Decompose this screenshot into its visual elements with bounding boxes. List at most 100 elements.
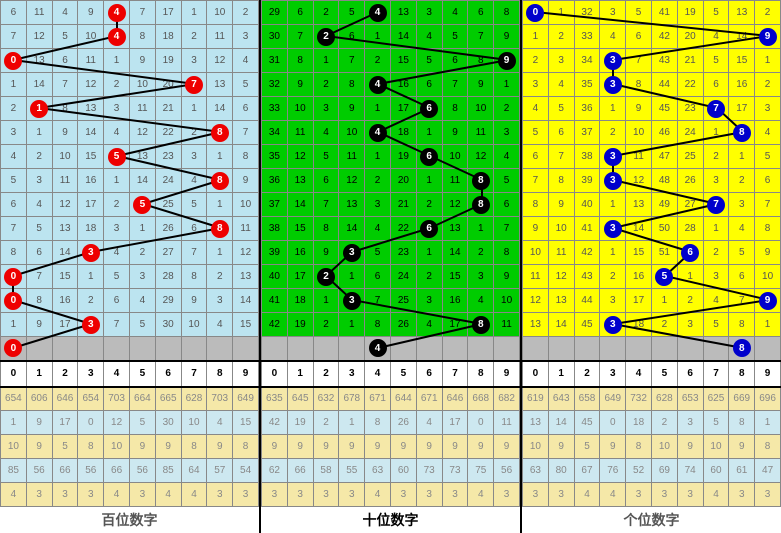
cell: 2 — [365, 169, 391, 193]
stat-cell: 4 — [207, 411, 233, 435]
cell: 24 — [390, 265, 416, 289]
stat-cell: 703 — [104, 387, 130, 411]
stat-cell: 646 — [442, 387, 468, 411]
cell — [523, 337, 549, 361]
cell: 6 — [1, 193, 27, 217]
cell: 40 — [262, 265, 288, 289]
cell: 5 — [729, 241, 755, 265]
cell: 3 — [78, 241, 104, 265]
cell: 2 — [313, 1, 339, 25]
cell: 3 — [600, 169, 626, 193]
cell: 6 — [339, 25, 365, 49]
cell: 0 — [1, 337, 27, 361]
cell — [181, 337, 207, 361]
cell: 2 — [468, 241, 494, 265]
cell: 12 — [287, 145, 313, 169]
cell: 34 — [574, 49, 600, 73]
cell: 5 — [52, 25, 78, 49]
cell — [442, 337, 468, 361]
cell: 19 — [155, 49, 181, 73]
cell: 3 — [600, 313, 626, 337]
cell: 8 — [1, 241, 27, 265]
cell: 3 — [416, 289, 442, 313]
cell: 15 — [78, 145, 104, 169]
ball-marker: 6 — [420, 148, 438, 166]
stat-cell: 60 — [703, 459, 729, 483]
cell: 9 — [52, 121, 78, 145]
cell: 5 — [703, 49, 729, 73]
cell: 3 — [548, 49, 574, 73]
cell: 29 — [155, 289, 181, 313]
stat-cell: 60 — [390, 459, 416, 483]
cell: 6 — [313, 169, 339, 193]
cell: 7 — [365, 289, 391, 313]
stat-cell: 9 — [468, 435, 494, 459]
cell: 12 — [339, 169, 365, 193]
cell: 5 — [313, 145, 339, 169]
cell: 1 — [78, 265, 104, 289]
cell: 9 — [339, 97, 365, 121]
stat-cell: 74 — [677, 459, 703, 483]
stat-cell: 654 — [78, 387, 104, 411]
cell — [677, 337, 703, 361]
cell: 13 — [523, 313, 549, 337]
cell: 2 — [104, 193, 130, 217]
cell: 2 — [755, 73, 781, 97]
cell: 1 — [365, 97, 391, 121]
cell: 16 — [52, 289, 78, 313]
header-cell: 0 — [1, 361, 27, 387]
ball-marker: 3 — [604, 76, 622, 94]
cell: 4 — [703, 289, 729, 313]
cell: 6 — [365, 265, 391, 289]
cell: 3 — [600, 289, 626, 313]
cell — [287, 337, 313, 361]
ball-marker: 5 — [108, 148, 126, 166]
cell: 12 — [207, 49, 233, 73]
stat-cell: 3 — [390, 483, 416, 507]
cell: 18 — [155, 25, 181, 49]
cell: 2 — [207, 265, 233, 289]
stat-cell: 9 — [442, 435, 468, 459]
cell: 8 — [548, 169, 574, 193]
cell: 28 — [677, 217, 703, 241]
cell: 19 — [390, 145, 416, 169]
stat-cell: 3 — [755, 483, 781, 507]
stat-cell: 9 — [339, 435, 365, 459]
stat-cell: 3 — [26, 483, 52, 507]
stat-cell: 649 — [233, 387, 259, 411]
ball-marker: 0 — [4, 292, 22, 310]
cell: 6 — [755, 169, 781, 193]
stat-cell: 26 — [390, 411, 416, 435]
stat-cell: 5 — [703, 411, 729, 435]
stat-cell: 3 — [523, 483, 549, 507]
stat-cell: 628 — [651, 387, 677, 411]
cell: 7 — [339, 49, 365, 73]
panel: 2962541334683072611445793181721556893292… — [261, 0, 522, 533]
stat-cell: 42 — [262, 411, 288, 435]
cell: 7 — [104, 313, 130, 337]
header-cell: 0 — [523, 361, 549, 387]
ball-marker: 4 — [369, 339, 387, 357]
stat-cell: 669 — [729, 387, 755, 411]
cell: 1 — [181, 97, 207, 121]
cell: 13 — [78, 97, 104, 121]
stat-cell: 3 — [677, 483, 703, 507]
ball-marker: 2 — [317, 28, 335, 46]
stat-cell: 1 — [1, 411, 27, 435]
ball-marker: 3 — [604, 172, 622, 190]
ball-marker: 8 — [211, 172, 229, 190]
cell: 3 — [339, 289, 365, 313]
cell: 7 — [703, 193, 729, 217]
cell — [390, 337, 416, 361]
stat-cell: 66 — [287, 459, 313, 483]
cell: 17 — [442, 313, 468, 337]
ball-marker: 8 — [472, 196, 490, 214]
cell: 1 — [207, 145, 233, 169]
panel-title: 百位数字 — [1, 507, 259, 533]
cell: 12 — [442, 193, 468, 217]
cell — [468, 337, 494, 361]
stat-cell: 5 — [129, 411, 155, 435]
cell: 13 — [390, 1, 416, 25]
stat-cell: 9 — [26, 435, 52, 459]
stat-cell: 8 — [626, 435, 652, 459]
